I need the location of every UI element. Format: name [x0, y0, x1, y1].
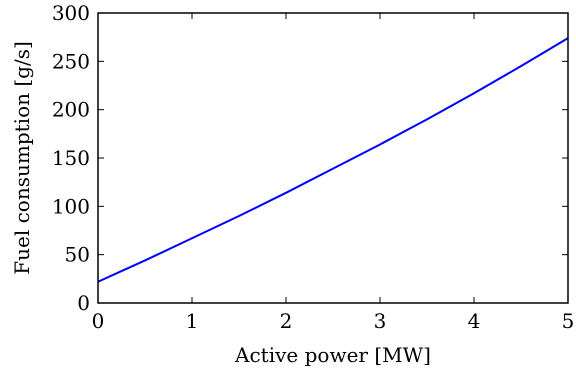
series-line	[97, 37, 569, 283]
y-tick-label: 100	[52, 194, 90, 218]
x-axis-label: Active power [MW]	[234, 343, 431, 367]
series-layer	[97, 37, 569, 283]
x-tick-label: 4	[468, 309, 481, 333]
x-tick-label: 0	[92, 309, 105, 333]
y-tick-label: 150	[52, 146, 90, 170]
y-tick-label: 50	[65, 243, 90, 267]
plot-frame	[97, 12, 569, 304]
y-tick-label: 200	[52, 98, 90, 122]
y-axis-label: Fuel consumption [g/s]	[10, 41, 34, 275]
y-tick-label: 0	[77, 291, 90, 315]
x-tick-label: 1	[186, 309, 199, 333]
x-tick-label: 5	[562, 309, 575, 333]
x-tick-label: 3	[374, 309, 387, 333]
y-tick-label: 300	[52, 1, 90, 25]
y-tick-label: 250	[52, 49, 90, 73]
x-tick-label: 2	[280, 309, 293, 333]
